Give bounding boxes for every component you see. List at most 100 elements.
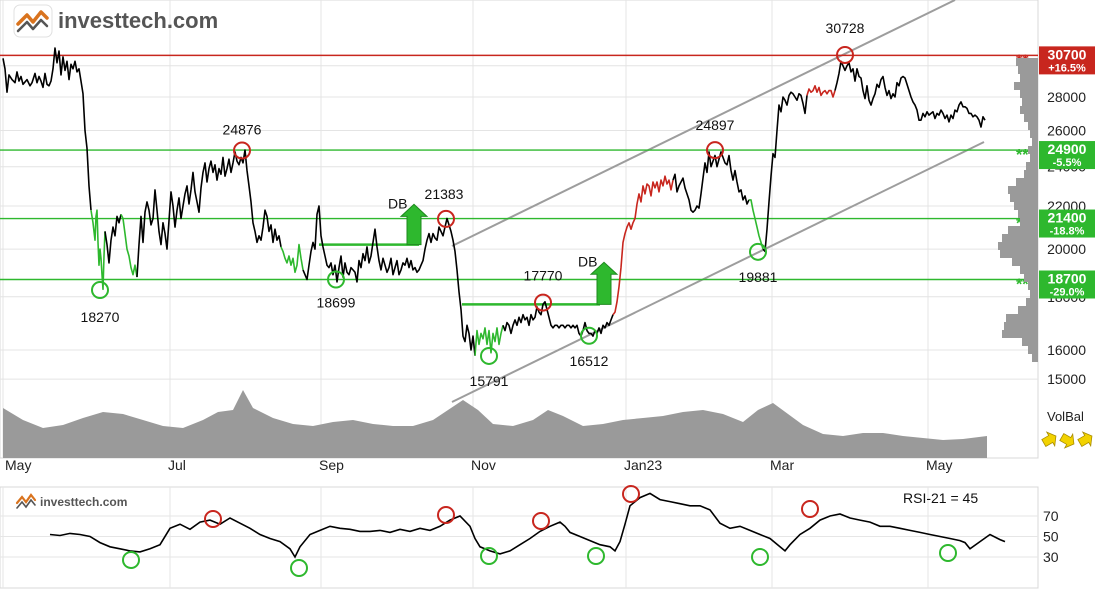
time-tick-label: Mar <box>770 457 794 473</box>
brand-name-small: investtech.com <box>40 495 127 509</box>
price-segment <box>474 325 504 356</box>
price-segment <box>120 213 138 278</box>
investtech-logo: investtech.com <box>13 4 218 38</box>
volume-profile-bar <box>1022 338 1038 346</box>
volume-profile <box>998 58 1038 362</box>
extreme-value-label: 30728 <box>826 20 865 36</box>
price-tick-label: 15000 <box>1047 371 1086 387</box>
volume-profile-bar <box>1018 66 1038 74</box>
volume-profile-bar <box>1020 90 1038 98</box>
price-tick-label: 16000 <box>1047 342 1086 358</box>
top-marker-circle <box>534 293 552 312</box>
level-marker: ** <box>1016 147 1029 164</box>
extreme-value-label: 24876 <box>223 121 262 137</box>
volume-area <box>3 390 987 458</box>
rsi-tick-label: 30 <box>1043 549 1059 565</box>
extreme-value-label: 15791 <box>470 373 509 389</box>
extreme-value-label: 16512 <box>570 353 609 369</box>
volume-profile-bar <box>1002 234 1038 242</box>
price-segment <box>136 149 282 278</box>
volume-profile-bar <box>1014 82 1038 90</box>
level-tag-value: 21400 <box>1048 210 1087 226</box>
rsi-bottom-circle <box>939 544 957 562</box>
volume-profile-bar <box>1016 58 1038 66</box>
volume-profile-bar <box>1024 170 1038 178</box>
volbal-arrow-icon <box>1077 431 1093 448</box>
level-tag-box <box>1039 209 1095 238</box>
volume-profile-bar <box>1028 346 1038 354</box>
level-tag-change: -29.0% <box>1050 287 1085 299</box>
volume-profile-bar <box>1028 282 1038 290</box>
extreme-value-label: 24897 <box>696 117 735 133</box>
bottom-marker-circle <box>749 242 767 261</box>
level-tag-box <box>1039 141 1095 170</box>
channel-upper-line <box>451 0 956 247</box>
top-marker-circle <box>706 141 724 160</box>
bottom-marker-circle <box>580 326 598 345</box>
time-tick-label: May <box>926 457 952 473</box>
signal-arrow <box>399 203 429 246</box>
volume-profile-bar <box>1030 130 1038 138</box>
top-marker-circle <box>437 209 455 228</box>
price-segment <box>280 243 304 274</box>
level-tag-box <box>1039 270 1095 299</box>
price-line <box>2 47 986 356</box>
bottom-marker-circle <box>91 281 109 300</box>
volume-profile-bar <box>1022 98 1038 106</box>
volume-profile-bar <box>1014 202 1038 210</box>
rsi-bottom-circle <box>751 548 769 566</box>
trend-channel <box>451 0 985 403</box>
volbal-arrow-icon <box>1041 431 1057 448</box>
rsi-tick-label: 70 <box>1043 508 1059 524</box>
volume-profile-bar <box>998 242 1038 250</box>
volume-profile-bar <box>1008 226 1038 234</box>
extreme-value-label: 18699 <box>317 295 356 311</box>
brand-name: investtech.com <box>58 8 218 33</box>
price-annotations: 24876 18270 18699 21383 15791 17770 16512 24897… <box>81 20 865 389</box>
time-tick-label: Nov <box>471 457 496 473</box>
volume-profile-bar <box>1028 146 1038 154</box>
volbal-arrows <box>1041 431 1093 449</box>
top-marker-circle <box>233 141 251 160</box>
rsi-top-circle <box>622 485 640 503</box>
volume-profile-bar <box>1026 162 1038 170</box>
price-segment <box>672 151 750 213</box>
rsi-panel: 70 50 30 <box>0 485 1059 589</box>
volume-profile-bar <box>1018 306 1038 314</box>
volume-profile-bar <box>1028 122 1038 130</box>
volume-profile-bar <box>1020 74 1038 82</box>
extreme-value-label: 18270 <box>81 309 120 325</box>
volume-profile-bar <box>1032 138 1038 146</box>
price-tick-label: 28000 <box>1047 89 1086 105</box>
level-tag-value: 18700 <box>1048 271 1087 287</box>
volume-profile-bar <box>1032 354 1038 362</box>
top-marker-circle <box>836 45 854 64</box>
volbal-label: VolBal <box>1047 409 1084 424</box>
volume-profile-bar <box>1008 186 1038 194</box>
time-tick-label: Jan23 <box>624 457 662 473</box>
price-segment <box>834 60 986 128</box>
volume-profile-bar <box>1020 218 1038 226</box>
channel-lower-line <box>451 141 985 403</box>
time-tick-label: May <box>5 457 31 473</box>
rsi-top-circle <box>204 510 222 528</box>
price-segment <box>104 214 122 264</box>
rsi-bottom-circle <box>122 551 140 569</box>
level-tag-change: +16.5% <box>1048 62 1086 74</box>
rsi-top-circle <box>532 512 550 530</box>
rsi-top-circle <box>437 506 455 524</box>
price-tick-label: 26000 <box>1047 123 1086 139</box>
double-bottom-signals: DB DB <box>319 195 619 306</box>
support-resistance-lines <box>0 54 1038 281</box>
price-segment <box>302 205 476 356</box>
volume-profile-bar <box>1010 194 1038 202</box>
level-tag-change: -18.8% <box>1050 226 1085 238</box>
volume-profile-bar <box>1002 330 1038 338</box>
rsi-bottom-circle <box>290 559 308 577</box>
volume-profile-bar <box>1004 322 1038 330</box>
time-tick-label: Sep <box>319 457 344 473</box>
price-segment <box>612 175 674 316</box>
level-tag-box <box>1039 46 1095 75</box>
volume-profile-bar <box>1030 154 1038 162</box>
volume-profile-bar <box>1018 210 1038 218</box>
